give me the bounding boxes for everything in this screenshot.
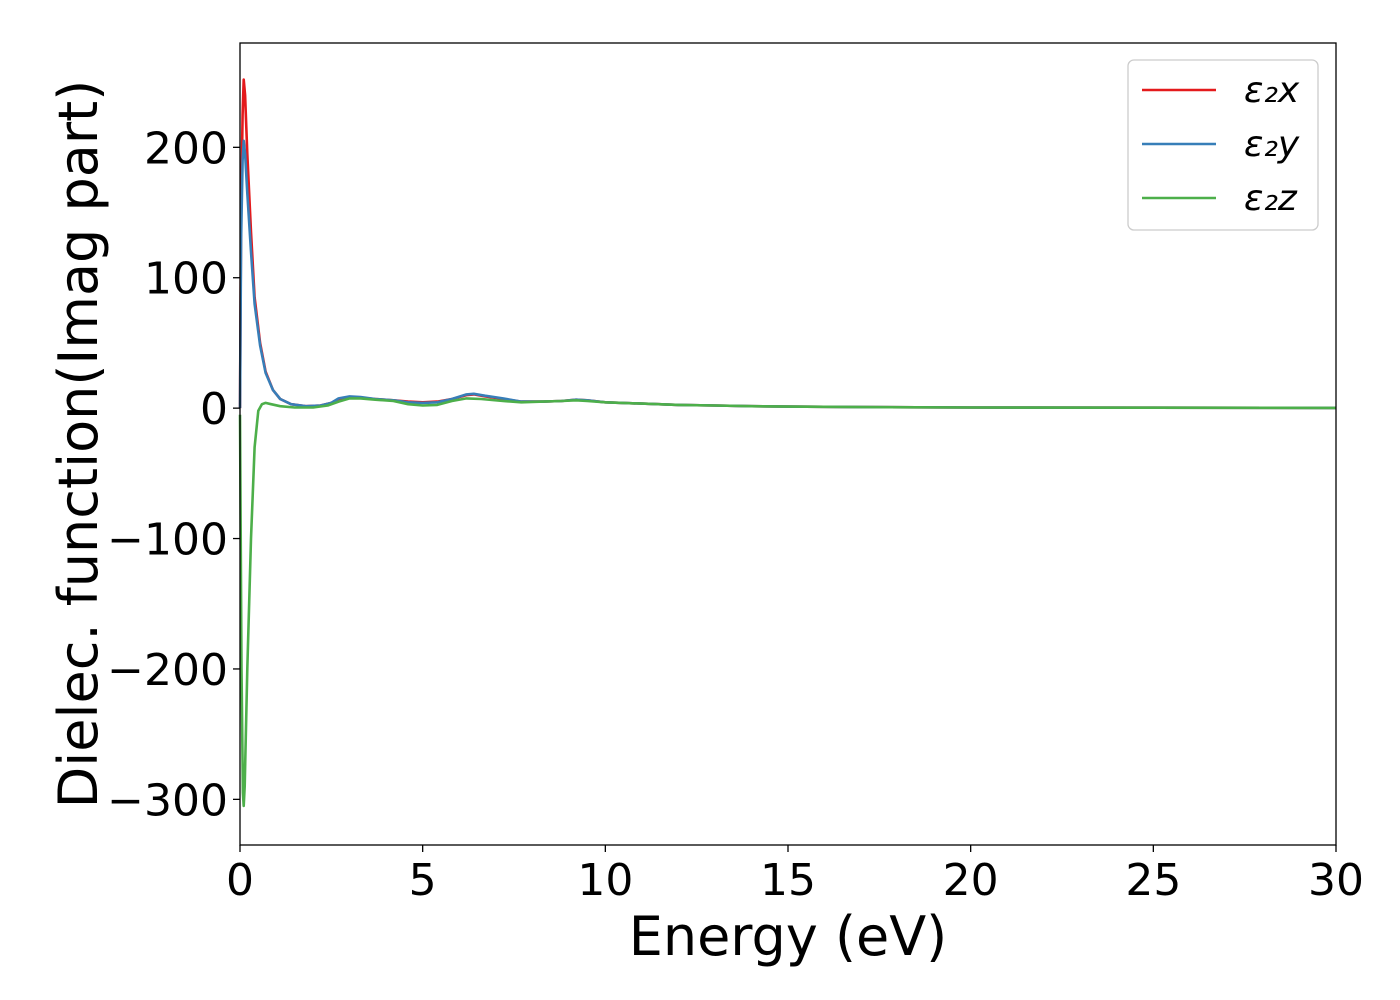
- x-tick-label: 15: [760, 855, 816, 906]
- y-tick-label: −300: [107, 775, 228, 826]
- legend: ε₂x ε₂y ε₂z: [1127, 59, 1319, 231]
- y-tick-label: −200: [107, 645, 228, 696]
- series-layer: [238, 78, 1337, 808]
- x-tick-label: 5: [409, 855, 437, 906]
- legend-frame: [1127, 59, 1319, 231]
- y-tick-label: 200: [144, 123, 228, 174]
- y-tick-label: −100: [107, 515, 228, 566]
- x-tick-label: 30: [1308, 855, 1364, 906]
- x-tick-label: 0: [226, 855, 254, 906]
- series-line-3: [238, 397, 1337, 808]
- y-axis: −300 −200 −100 0 100 200: [107, 123, 240, 826]
- x-tick-label: 25: [1125, 855, 1181, 906]
- legend-label: ε₂z: [1244, 178, 1298, 219]
- y-tick-label: 100: [144, 254, 228, 305]
- x-axis: 0 5 10 15 20 25 30: [226, 845, 1364, 906]
- legend-label: ε₂x: [1244, 70, 1300, 111]
- y-axis-title: Dielec. function(Imag part): [47, 80, 110, 809]
- x-tick-label: 10: [577, 855, 633, 906]
- x-axis-title: Energy (eV): [629, 905, 948, 968]
- legend-label: ε₂y: [1244, 124, 1300, 165]
- x-tick-label: 20: [943, 855, 999, 906]
- y-tick-label: 0: [200, 384, 228, 435]
